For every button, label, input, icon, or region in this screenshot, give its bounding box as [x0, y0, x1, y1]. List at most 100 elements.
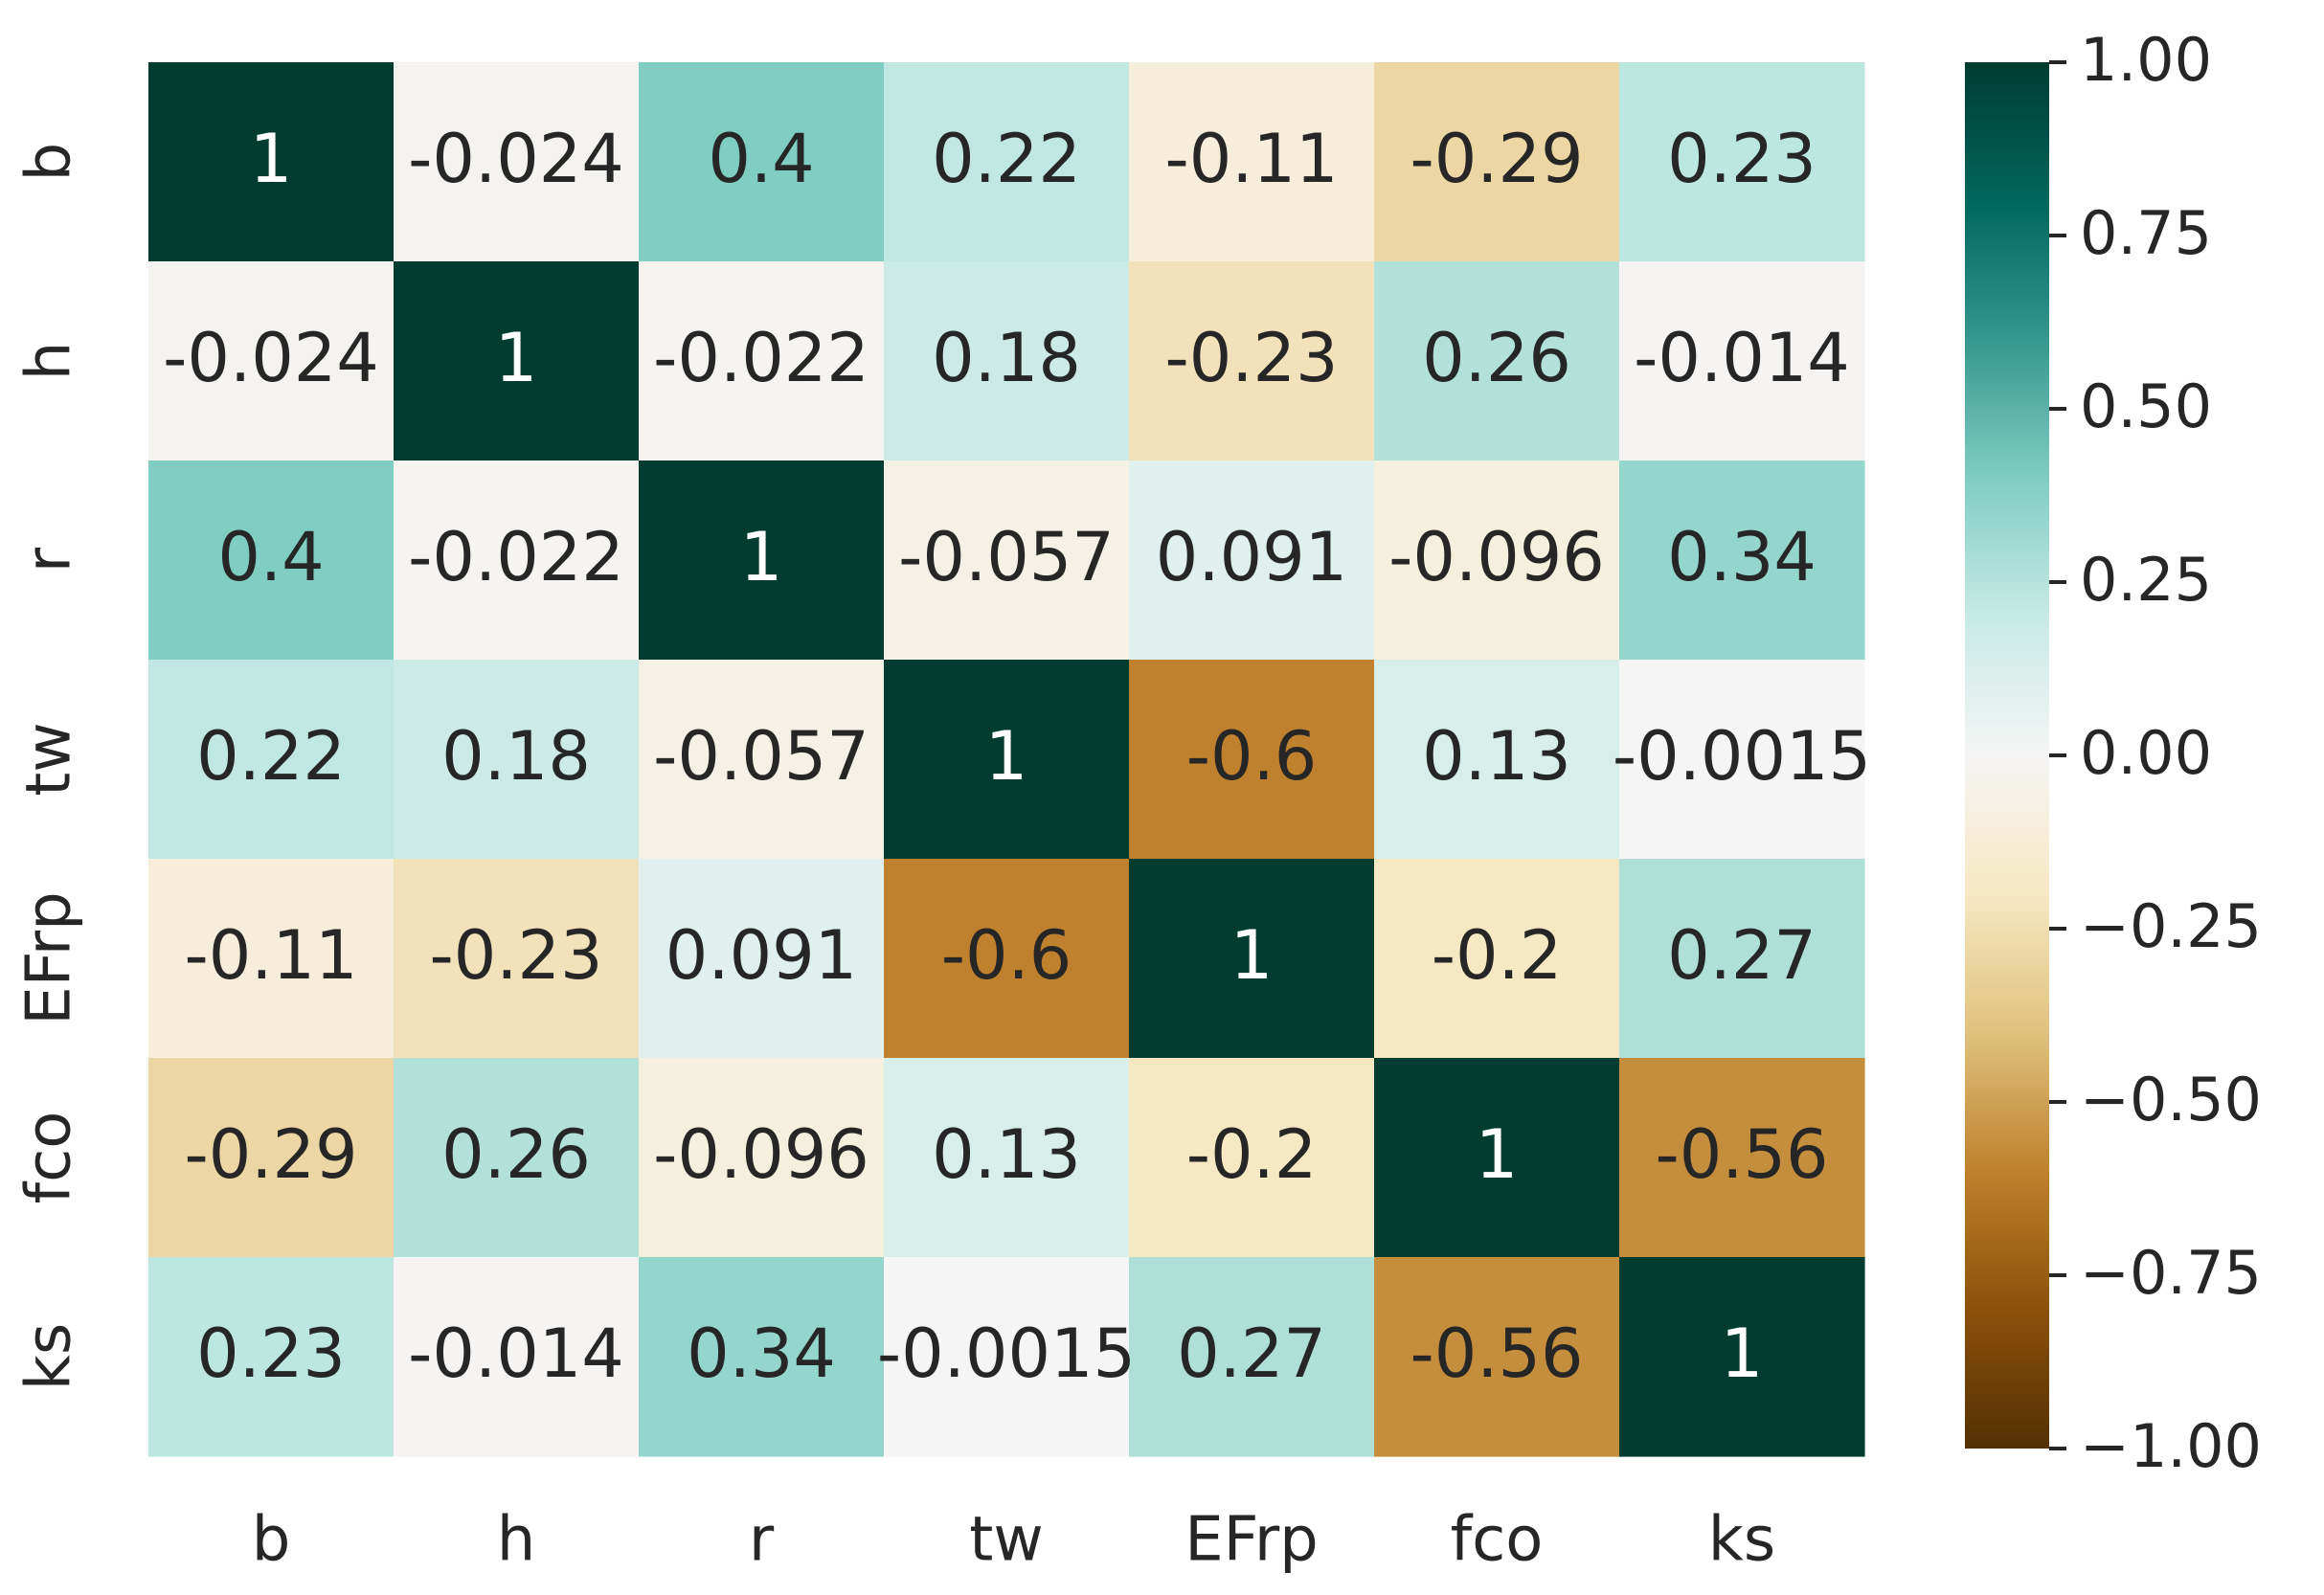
y-tick-label: ks: [14, 1323, 85, 1390]
heatmap-cell: [1374, 461, 1620, 661]
cell-value-label: -0.022: [653, 319, 869, 397]
heatmap-cell: [1374, 261, 1620, 461]
heatmap-cell: [639, 261, 885, 461]
x-tick-label: tw: [969, 1505, 1043, 1576]
cell-value-label: -0.29: [1410, 120, 1583, 198]
cell-value-label: 0.34: [1667, 518, 1816, 596]
x-axis-tick-labels: b h r tw EFrp fco ks: [252, 1505, 1776, 1576]
heatmap-cell: [1129, 62, 1375, 262]
cell-value-label: 1: [985, 717, 1028, 796]
cell-value-label: -0.057: [898, 518, 1115, 596]
cell-value-label: -0.0015: [877, 1314, 1136, 1393]
heatmap-cell: [1619, 660, 1865, 860]
heatmap-cell: [1619, 1257, 1865, 1457]
y-tick-label: r: [14, 547, 85, 573]
heatmap-cell: [1129, 1058, 1375, 1258]
colorbar: 1.00 0.75 0.50 0.25 0.00 −0.25 −0.50 −0.75 −1.00: [1965, 25, 2262, 1481]
cell-value-label: 0.22: [932, 120, 1081, 198]
heatmap-cell: [1374, 859, 1620, 1059]
heatmap-cell: [148, 660, 395, 860]
heatmap-cell: [394, 1058, 640, 1258]
cell-value-label: 0.34: [687, 1314, 836, 1393]
heatmap-cell: [884, 261, 1130, 461]
cell-value-label: 0.13: [932, 1115, 1081, 1194]
heatmap-cell: [884, 859, 1130, 1059]
cell-value-label: -0.6: [1186, 717, 1318, 796]
heatmap-cell: [884, 1058, 1130, 1258]
cell-value-label: -0.2: [1186, 1115, 1318, 1194]
cell-value-label: -0.56: [1655, 1115, 1828, 1194]
cell-value-label: 0.23: [196, 1314, 346, 1393]
x-tick-label: fco: [1451, 1505, 1544, 1576]
heatmap-cell: [884, 62, 1130, 262]
colorbar-tick-label: 0.50: [2080, 371, 2212, 441]
cell-value-label: -0.024: [408, 120, 624, 198]
cell-value-label: 0.26: [1422, 319, 1571, 397]
heatmap-cell: [639, 62, 885, 262]
y-tick-label: b: [14, 143, 85, 182]
cell-value-label: 0.22: [196, 717, 346, 796]
heatmap-cell: [1129, 859, 1375, 1059]
heatmap-cell: [1374, 62, 1620, 262]
colorbar-gradient: [1965, 62, 2049, 1449]
cell-value-label: -0.29: [184, 1115, 357, 1194]
x-tick-label: h: [497, 1505, 536, 1576]
heatmap-cell: [394, 660, 640, 860]
cell-value-label: 0.27: [1667, 916, 1816, 995]
cell-value-label: 0.13: [1422, 717, 1571, 796]
cell-value-label: -0.096: [1388, 518, 1605, 596]
cell-value-label: 0.26: [441, 1115, 591, 1194]
heatmap-cell: [639, 1257, 885, 1457]
cell-value-label: -0.2: [1432, 916, 1563, 995]
cell-value-label: 0.18: [441, 717, 591, 796]
x-tick-label: EFrp: [1185, 1505, 1319, 1576]
heatmap-cell: [639, 660, 885, 860]
heatmap-cell: [1129, 461, 1375, 661]
cell-value-label: 1: [495, 319, 538, 397]
heatmap-cell: [148, 1058, 395, 1258]
x-tick-label: b: [252, 1505, 291, 1576]
colorbar-tick-label: 0.25: [2080, 545, 2212, 615]
heatmap-cell: [148, 461, 395, 661]
cell-value-label: -0.11: [184, 916, 357, 995]
cell-value-label: -0.23: [429, 916, 602, 995]
cell-value-label: -0.11: [1164, 120, 1338, 198]
cell-value-label: 1: [1721, 1314, 1764, 1393]
heatmap-cell: [1129, 660, 1375, 860]
colorbar-tick-label: −0.50: [2080, 1065, 2262, 1134]
heatmap-cell: [1374, 1058, 1620, 1258]
cell-value-label: 1: [250, 120, 293, 198]
heatmap-annotations: 1 -0.024 0.4 0.22 -0.11 -0.29 0.23 -0.024 1 -0.02…: [163, 120, 1871, 1393]
colorbar-ticks: 1.00 0.75 0.50 0.25 0.00 −0.25 −0.50 −0.75 −1.00: [2049, 25, 2262, 1481]
heatmap-cell: [1619, 62, 1865, 262]
heatmap-cell: [148, 1257, 395, 1457]
heatmap-cells: [148, 62, 1865, 1457]
colorbar-tick-label: 0.00: [2080, 718, 2212, 788]
cell-value-label: 0.23: [1667, 120, 1816, 198]
heatmap-cell: [394, 859, 640, 1059]
cell-value-label: -0.014: [1634, 319, 1850, 397]
cell-value-label: 1: [740, 518, 783, 596]
heatmap-cell: [394, 1257, 640, 1457]
cell-value-label: 0.18: [932, 319, 1081, 397]
cell-value-label: 1: [1476, 1115, 1519, 1194]
heatmap-cell: [1129, 261, 1375, 461]
heatmap-cell: [394, 261, 640, 461]
x-tick-label: ks: [1708, 1505, 1775, 1576]
heatmap-cell: [1619, 1058, 1865, 1258]
heatmap-cell: [639, 859, 885, 1059]
heatmap-cell: [639, 1058, 885, 1258]
heatmap-cell: [884, 1257, 1130, 1457]
cell-value-label: -0.6: [941, 916, 1072, 995]
cell-value-label: 0.4: [217, 518, 324, 596]
heatmap-cell: [394, 461, 640, 661]
cell-value-label: -0.024: [163, 319, 379, 397]
heatmap-cell: [1374, 660, 1620, 860]
cell-value-label: -0.014: [408, 1314, 624, 1393]
cell-value-label: -0.057: [653, 717, 869, 796]
cell-value-label: 0.4: [708, 120, 814, 198]
heatmap-cell: [1129, 1257, 1375, 1457]
colorbar-tick-label: −0.25: [2080, 891, 2262, 961]
cell-value-label: -0.096: [653, 1115, 869, 1194]
